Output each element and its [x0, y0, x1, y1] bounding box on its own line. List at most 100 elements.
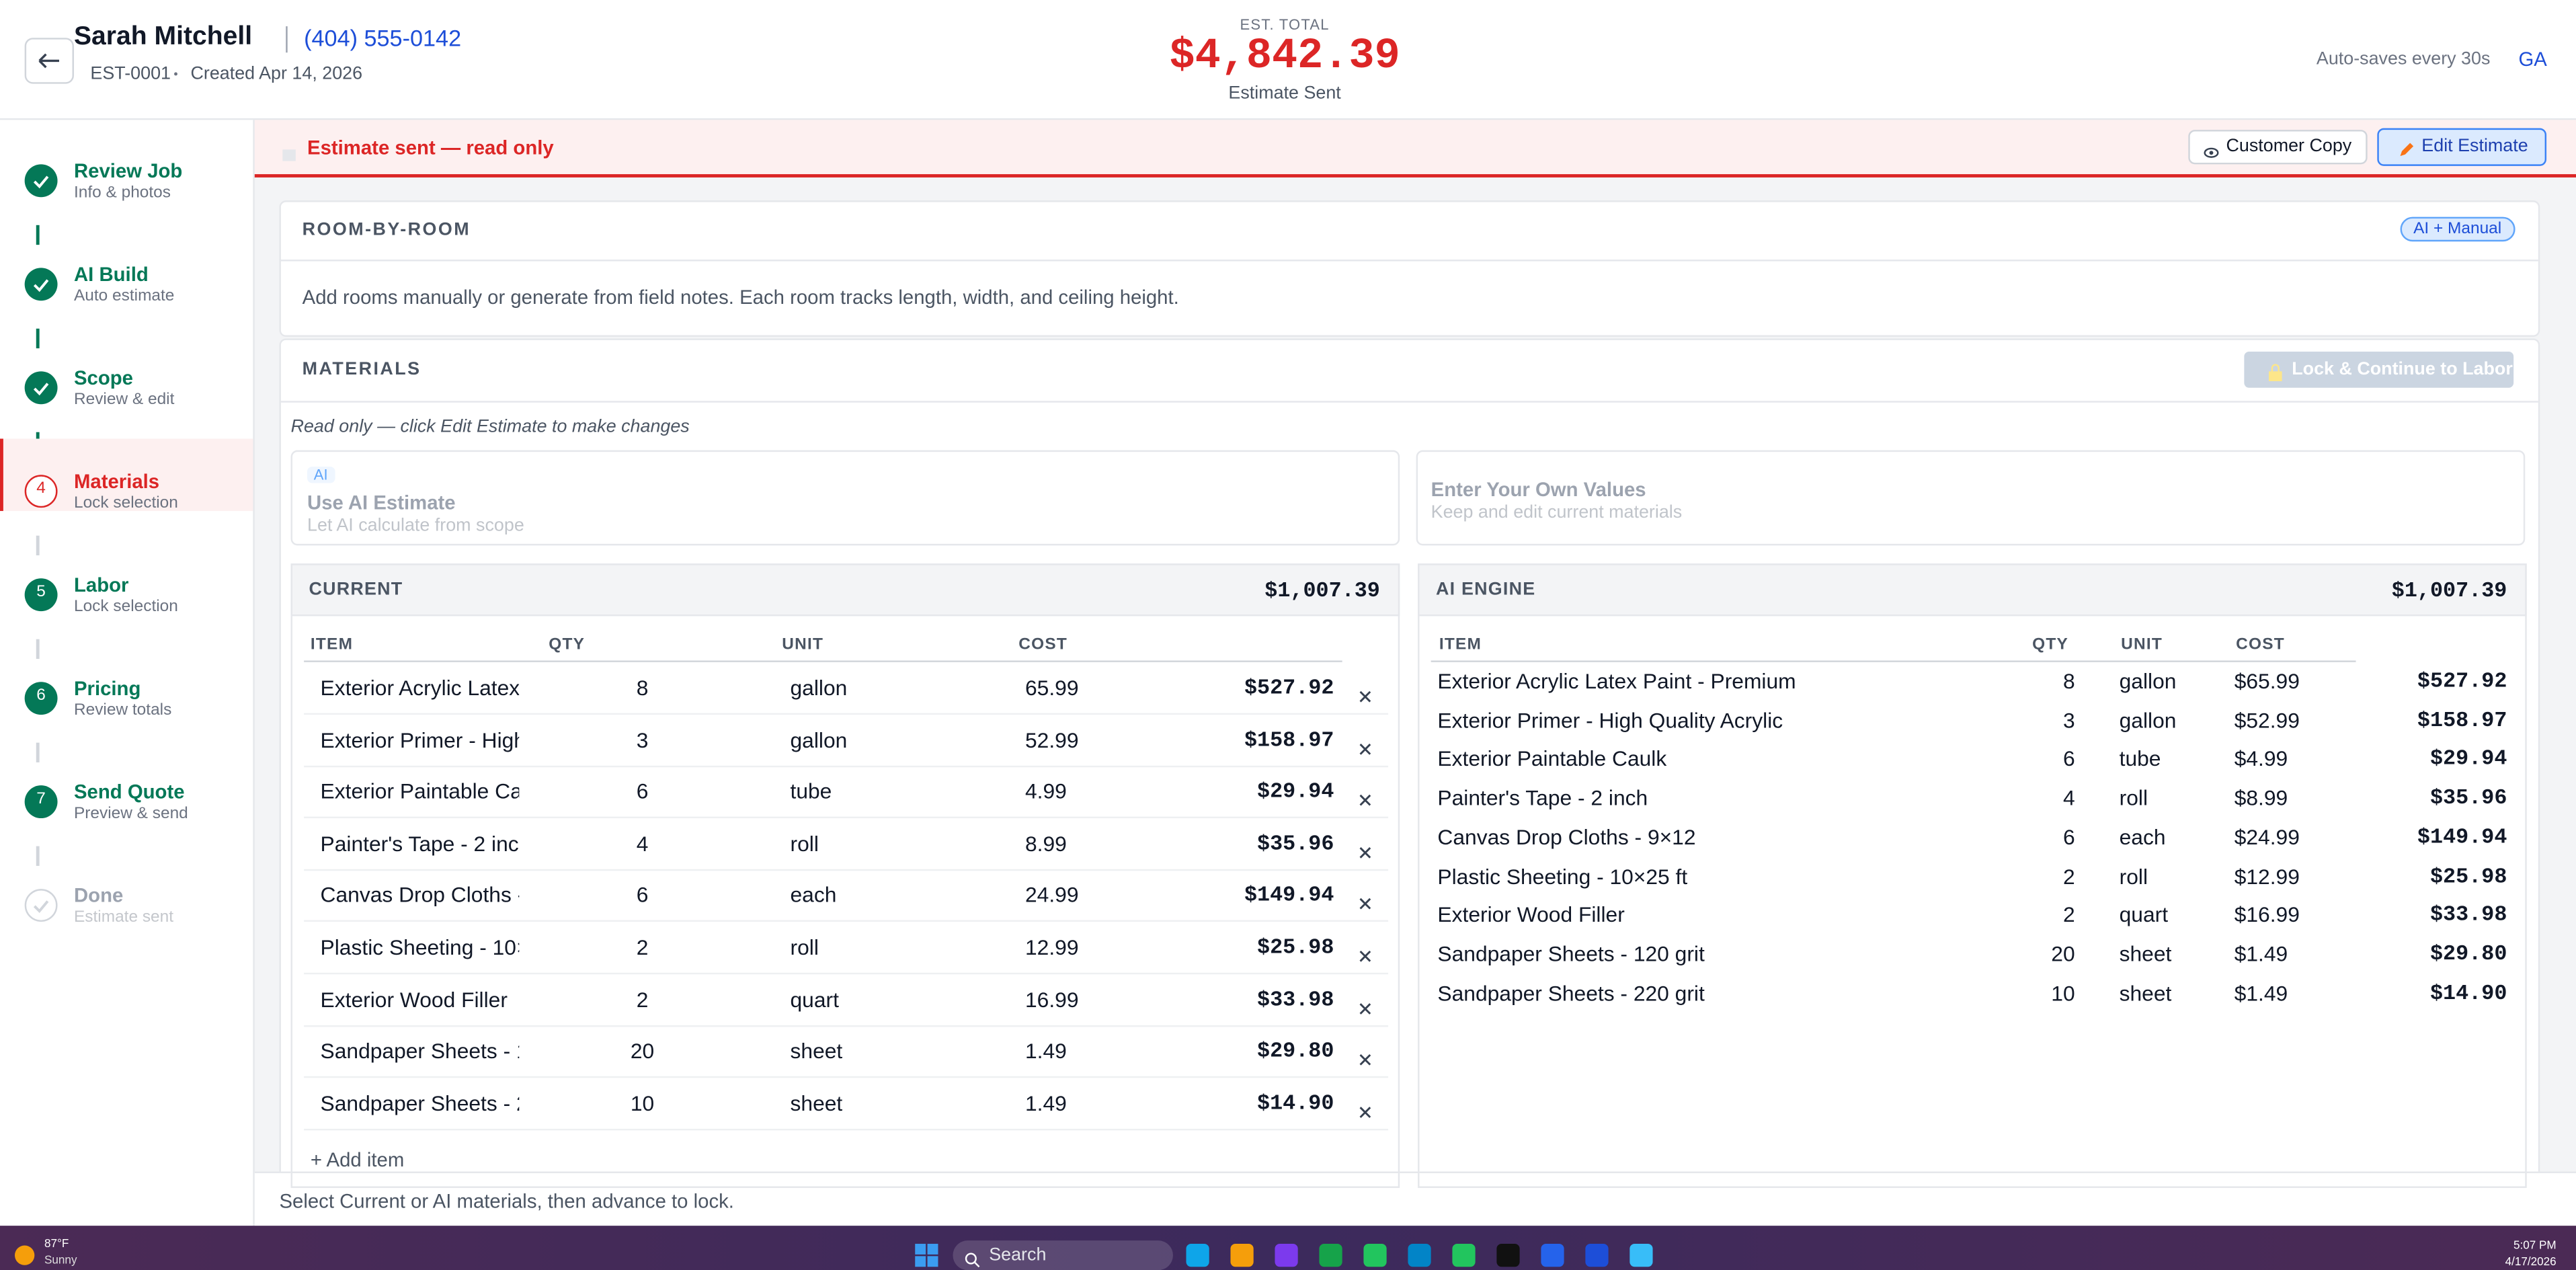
remove-button[interactable]	[1359, 889, 1372, 910]
unit-cost: $52.99	[2234, 707, 2300, 733]
item-name: Sandpaper Sheets - 220 grit	[1437, 980, 1705, 1005]
taskbar-app[interactable]	[1363, 1244, 1387, 1267]
taskbar-app[interactable]	[1452, 1244, 1476, 1267]
quantity: 6	[636, 883, 649, 908]
step-icon	[24, 578, 58, 612]
line-total: $35.96	[1257, 831, 1334, 856]
unit-cost: 12.99	[1024, 935, 1079, 960]
unit: gallon	[2119, 707, 2177, 733]
option-title: Use AI Estimate	[307, 491, 456, 514]
remove-button[interactable]	[1359, 786, 1372, 807]
step-title[interactable]: Scope	[73, 366, 133, 390]
taskbar-app[interactable]	[1408, 1244, 1431, 1267]
customer-copy-button[interactable]	[2188, 130, 2368, 165]
item-name: Plastic Sheeting - 10×25 ft	[320, 935, 520, 960]
step-subtitle: Lock selection	[73, 598, 178, 617]
taskbar-app[interactable]	[1319, 1244, 1342, 1267]
quantity: 3	[2062, 707, 2075, 733]
item-name: Exterior Wood Filler	[1437, 902, 1625, 927]
add-item[interactable]: + Add item	[310, 1148, 405, 1172]
unit: quart	[790, 986, 839, 1012]
taskbar-app[interactable]	[1629, 1244, 1653, 1267]
remove-button[interactable]	[1359, 1045, 1372, 1066]
line-total: $527.92	[1244, 675, 1334, 701]
option-subtitle: Keep and edit current materials	[1431, 502, 1683, 523]
quantity: 20	[2051, 941, 2075, 966]
step-number: 7	[36, 790, 46, 809]
unit: each	[790, 883, 837, 908]
banner-icon	[281, 141, 297, 161]
row-rule	[304, 1076, 1389, 1078]
weather-icon	[14, 1245, 35, 1265]
step-subtitle: Lock selection	[73, 494, 178, 513]
created: Created Apr 14, 2026	[190, 64, 363, 84]
total: $4,842.39	[1169, 31, 1400, 81]
step-icon	[24, 164, 58, 198]
remove-button[interactable]	[1359, 733, 1372, 754]
taskbar-app[interactable]	[1230, 1244, 1254, 1267]
remove-button[interactable]	[1359, 1097, 1372, 1118]
remove-button[interactable]	[1359, 682, 1372, 703]
quantity: 20	[630, 1039, 655, 1064]
customer-copy-label[interactable]: Customer Copy	[2226, 136, 2352, 157]
taskbar-app[interactable]	[1186, 1244, 1209, 1267]
step-subtitle: Review totals	[73, 701, 172, 720]
user[interactable]: GA	[2518, 47, 2547, 71]
step-title[interactable]: Pricing	[73, 676, 141, 701]
start-button[interactable]	[914, 1242, 940, 1269]
step-title[interactable]: Send Quote	[73, 780, 185, 804]
search-label[interactable]: Search	[989, 1245, 1047, 1265]
rooms-card	[279, 200, 2540, 337]
column-header: UNIT	[782, 635, 824, 654]
search-box[interactable]	[953, 1240, 1173, 1270]
edit-button[interactable]	[2377, 128, 2547, 166]
total-label: EST. TOTAL	[1240, 16, 1330, 33]
unit-cost: $12.99	[2234, 863, 2300, 888]
taskbar-app[interactable]	[1541, 1244, 1564, 1267]
dot	[174, 72, 177, 76]
step-title[interactable]: Materials	[73, 469, 160, 493]
unit: roll	[2119, 863, 2148, 888]
quantity: 6	[2062, 746, 2075, 772]
remove-button[interactable]	[1359, 838, 1372, 859]
header	[0, 0, 2576, 120]
rooms-title: ROOM-BY-ROOM	[302, 220, 471, 240]
step-subtitle: Info & photos	[73, 184, 171, 202]
quantity: 10	[2051, 980, 2075, 1005]
taskbar-app[interactable]	[1275, 1244, 1298, 1267]
unit-cost: $1.49	[2234, 980, 2288, 1005]
taskbar-app[interactable]	[1585, 1244, 1609, 1267]
item-name: Exterior Wood Filler	[320, 986, 508, 1012]
phone[interactable]: (404) 555-0142	[304, 24, 462, 51]
unit-cost: 1.49	[1024, 1039, 1067, 1064]
step-subtitle: Estimate sent	[73, 908, 174, 927]
remove-button[interactable]	[1359, 941, 1372, 962]
column-header: ITEM	[1439, 635, 1482, 654]
lock-icon	[2267, 360, 2284, 381]
unit: roll	[790, 831, 819, 856]
unit-cost: 1.49	[1024, 1090, 1067, 1115]
unit-cost: 4.99	[1024, 779, 1067, 804]
unit: quart	[2119, 902, 2169, 927]
option-ai[interactable]	[290, 450, 1400, 546]
step-title[interactable]: Review Job	[73, 159, 183, 183]
step-title[interactable]: AI Build	[73, 263, 149, 286]
quantity: 4	[636, 831, 649, 856]
taskbar-app[interactable]	[1496, 1244, 1520, 1267]
item-name: Canvas Drop Cloths - 9×12	[320, 883, 520, 908]
option-manual[interactable]	[1416, 450, 2526, 546]
edit-label[interactable]: Edit Estimate	[2421, 136, 2528, 157]
quantity: 2	[2062, 863, 2075, 888]
line-total: $35.96	[2429, 785, 2507, 811]
line-total: $29.94	[1257, 779, 1334, 804]
row-rule	[304, 713, 1389, 715]
step-title[interactable]: Done	[73, 883, 124, 908]
status: Estimate Sent	[1228, 83, 1341, 104]
remove-button[interactable]	[1359, 994, 1372, 1014]
item-name: Painter's Tape - 2 inch	[320, 831, 520, 856]
step-title[interactable]: Labor	[73, 573, 129, 597]
back-button[interactable]	[24, 38, 74, 84]
item-name: Sandpaper Sheets - 120 grit	[1437, 941, 1705, 966]
table-header	[290, 563, 1400, 617]
unit: gallon	[2119, 668, 2177, 694]
